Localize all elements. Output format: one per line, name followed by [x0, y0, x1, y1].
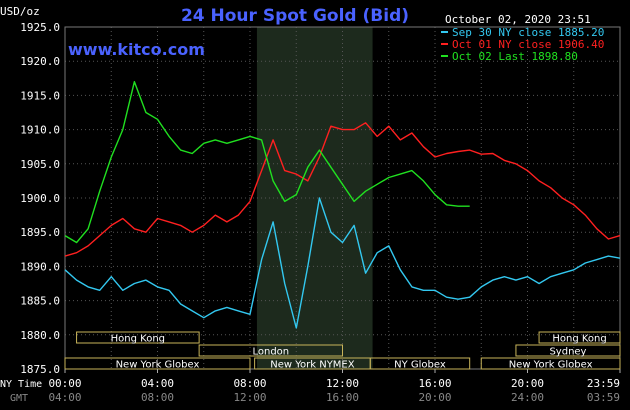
series-line — [64, 80, 470, 244]
x-tick-label-ny: 20:00 — [511, 377, 544, 390]
x-tick-label-gmt: 20:00 — [418, 391, 451, 404]
legend-entry: Oct 01 NY close 1906.40 — [452, 38, 604, 51]
legend-entry: Oct 02 Last 1898.80 — [452, 50, 578, 63]
x-tick-label-ny: 00:00 — [48, 377, 81, 390]
session-label: London — [252, 347, 289, 358]
timestamp: October 02, 2020 23:51 — [445, 13, 591, 26]
x-tick-label-gmt: 03:59 — [587, 391, 620, 404]
session-box — [76, 331, 200, 344]
y-tick-label: 1880.0 — [20, 329, 60, 342]
x-tick-label-ny: 12:00 — [326, 377, 359, 390]
x-tick-label-gmt: 24:00 — [511, 391, 544, 404]
grid-lines — [65, 27, 620, 369]
x-tick-label-ny: 04:00 — [141, 377, 174, 390]
session-box — [369, 357, 471, 370]
session-label: Sydney — [549, 347, 586, 358]
y-tick-label: 1885.0 — [20, 295, 60, 308]
watermark: www.kitco.com — [68, 40, 205, 59]
x-tick-label-gmt: 16:00 — [326, 391, 359, 404]
session-label: New York NYMEX — [270, 360, 355, 371]
y-tick-label: 1910.0 — [20, 124, 60, 137]
session-box — [538, 331, 621, 344]
x-tick-label-gmt: 12:00 — [233, 391, 266, 404]
x-axis-label-gmt: GMT — [10, 393, 28, 404]
x-tick-label-ny: 08:00 — [233, 377, 266, 390]
session-label: NY Globex — [394, 360, 446, 371]
session-label: Hong Kong — [552, 334, 606, 345]
session-label: New York Globex — [509, 360, 593, 371]
series-lines — [64, 80, 621, 329]
y-tick-label: 1890.0 — [20, 260, 60, 273]
x-axis-label-ny: NY Time — [0, 379, 42, 390]
session-box — [480, 357, 621, 370]
y-tick-label: 1900.0 — [20, 192, 60, 205]
x-tick-label-gmt: 08:00 — [141, 391, 174, 404]
session-box — [198, 344, 343, 357]
y-tick-label: 1905.0 — [20, 158, 60, 171]
series-line — [64, 197, 621, 329]
nymex-session-shade — [256, 27, 373, 369]
y-axis: 1925.0 1920.0 1915.0 1910.0 1905.0 1900.0 1895… — [20, 21, 60, 376]
y-tick-label: 1895.0 — [20, 226, 60, 239]
x-tick-label-ny: 16:00 — [418, 377, 451, 390]
y-tick-label: 1875.0 — [20, 363, 60, 376]
market-sessions: Hong Kong London New York Globex New York N… — [64, 331, 621, 371]
x-tick-label-gmt: 04:00 — [48, 391, 81, 404]
session-label: New York Globex — [116, 360, 200, 371]
x-tick-label-ny: 23:59 — [587, 377, 620, 390]
x-axis: 00:00 04:00 08:00 12:00 16:00 20:00 23:5904:00… — [0, 369, 621, 404]
y-axis-unit: USD/oz — [0, 5, 40, 18]
chart-title: 24 Hour Spot Gold (Bid) — [181, 6, 409, 26]
session-box — [515, 344, 621, 357]
y-tick-label: 1925.0 — [20, 21, 60, 34]
y-tick-label: 1915.0 — [20, 89, 60, 102]
legend-entry: Sep 30 NY close 1885.20 — [452, 26, 604, 39]
series-line — [64, 122, 621, 257]
session-label: Hong Kong — [111, 334, 165, 345]
y-tick-label: 1920.0 — [20, 55, 60, 68]
